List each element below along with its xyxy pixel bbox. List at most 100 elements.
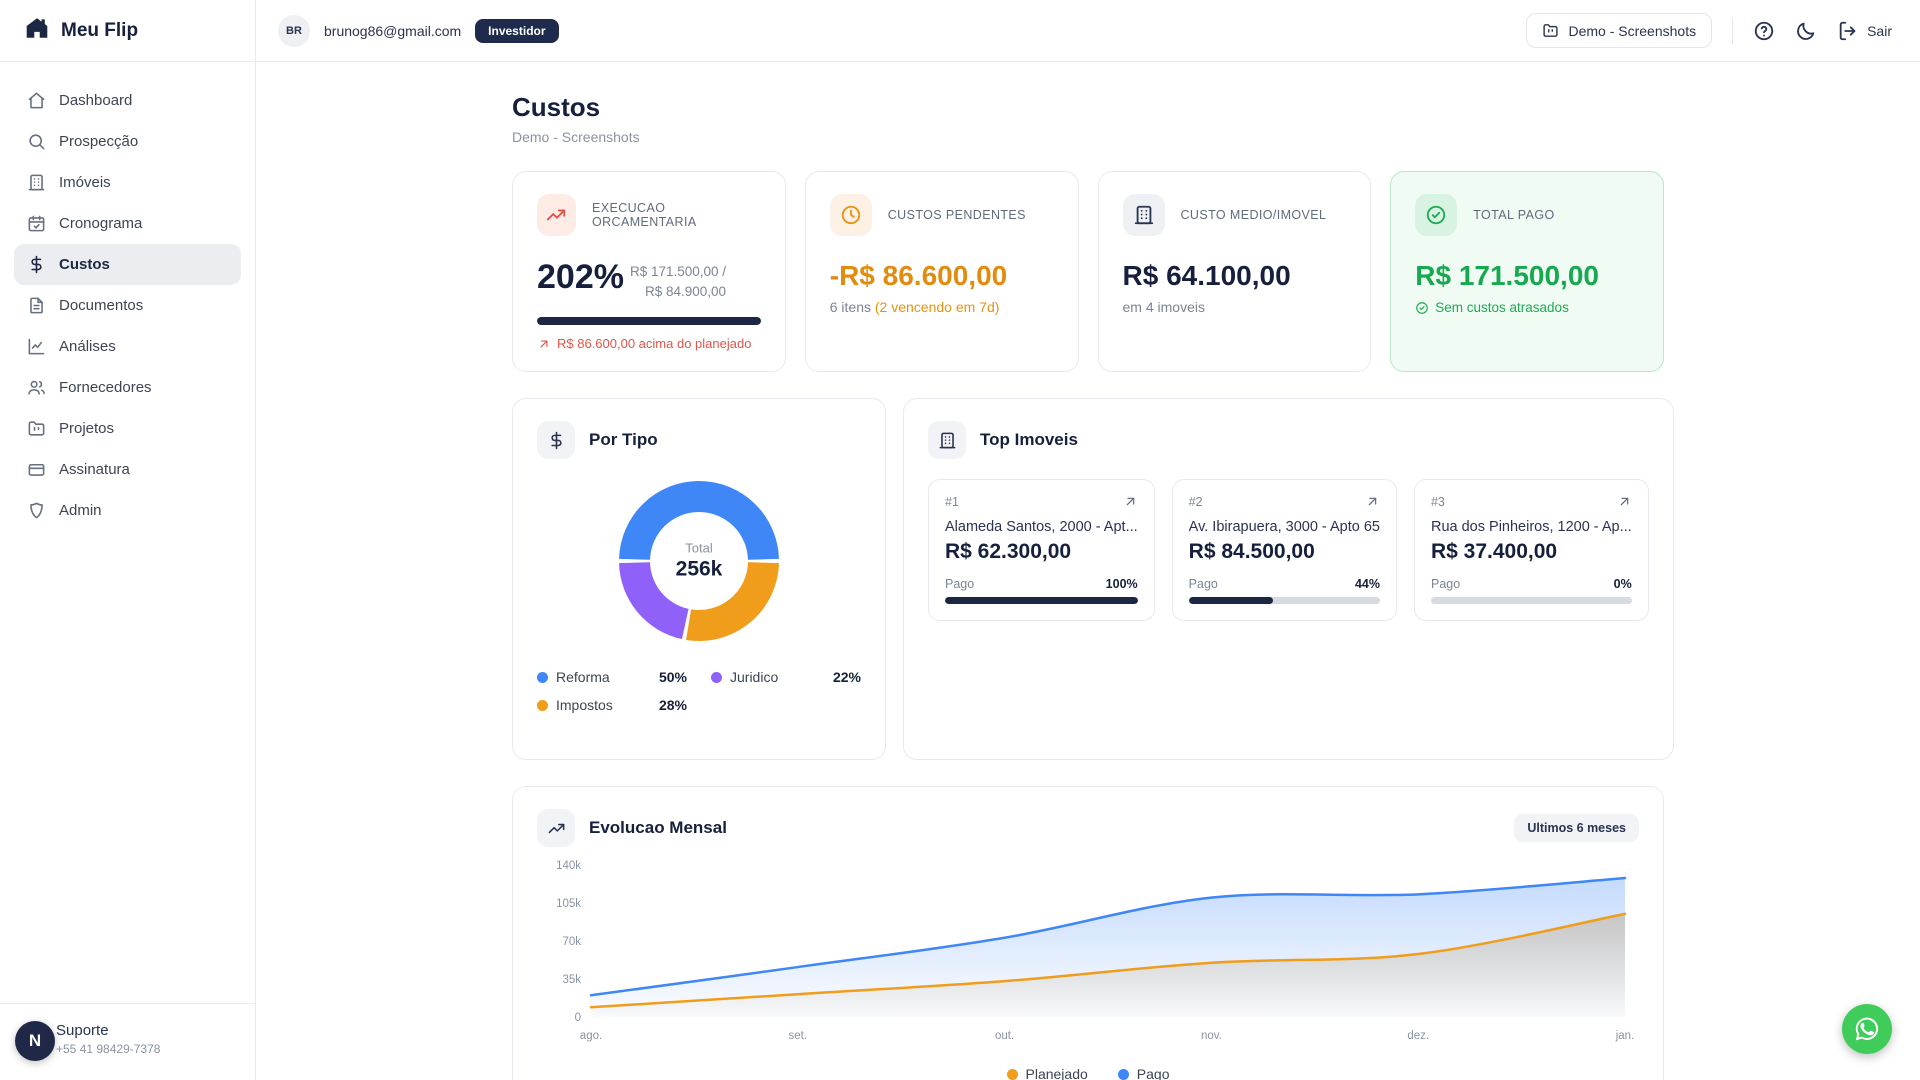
credit-card-icon [28,463,45,476]
sidebar-item-projetos[interactable]: Projetos [14,408,241,449]
widget-launcher-button[interactable]: N [15,1021,55,1061]
sidebar-item-cronograma[interactable]: Cronograma [14,203,241,244]
stat-card-custo-medio: CUSTO MEDIO/IMOVEL R$ 64.100,00 em 4 imo… [1097,171,1372,373]
sidebar-item-label: Fornecedores [59,379,152,396]
property-address: Av. Ibirapuera, 3000 - Apto 65 [1188,519,1380,536]
sidebar-item-label: Assinatura [59,461,130,478]
clock-icon [829,194,872,236]
sidebar-item-documentos[interactable]: Documentos [14,285,241,326]
property-address: Rua dos Pinheiros, 1200 - Ap... [1430,519,1632,536]
stat-label: EXECUCAO ORCAMENTARIA [591,201,697,229]
stat-label: CUSTO MEDIO/IMOVEL [1180,208,1327,222]
donut-legend: Reforma 50% Juridico 22% Impostos [537,669,861,713]
sidebar-item-label: Admin [59,502,102,519]
svg-text:out.: out. [995,1030,1014,1042]
sidebar-item-admin[interactable]: Admin [14,490,241,531]
stat-card-total-pago: TOTAL PAGO R$ 171.500,00 Sem custos atra… [1390,171,1664,373]
svg-text:0: 0 [575,1012,581,1024]
stat-value: R$ 64.100,00 [1122,260,1291,291]
sidebar-support[interactable]: Suporte +55 41 98429-7378 [0,1003,255,1080]
stat-value: 202% [537,258,624,296]
topbar-divider [1732,17,1734,44]
legend-dot [711,671,722,683]
property-paid-row: Pago 100% [945,577,1138,592]
arrow-up-right-icon [540,340,548,348]
svg-text:140k: 140k [556,860,581,872]
paid-progress-fill [1188,597,1273,605]
sidebar-item-fornecedores[interactable]: Fornecedores [14,367,241,408]
arrow-up-right-icon[interactable] [1365,494,1380,509]
page-subtitle: Demo - Screenshots [512,129,640,145]
home-logo-icon [24,15,50,46]
building-icon [928,421,966,460]
help-circle-icon [1754,21,1774,40]
search-icon [29,134,45,150]
dollar-icon [537,421,575,460]
sidebar-item-dashboard[interactable]: Dashboard [14,80,241,121]
property-rank: #1 [945,494,959,509]
help-button[interactable] [1753,20,1775,42]
users-icon [28,380,45,395]
property-paid-row: Pago 44% [1188,577,1380,592]
whatsapp-button[interactable] [1842,1004,1892,1054]
sidebar: Meu Flip Dashboard Prospecção Imóveis Cr… [0,0,256,1080]
sidebar-item-assinatura[interactable]: Assinatura [14,449,241,490]
property-card-1[interactable]: #1 Alameda Santos, 2000 - Apt... R$ 62.3… [928,479,1155,622]
folder-icon [1543,24,1559,37]
legend-item-reforma: Reforma 50% [537,669,687,685]
sidebar-item-label: Custos [59,256,110,273]
sidebar-item-label: Imóveis [59,174,111,191]
stat-detail: 6 itens (2 vencendo em 7d) [829,299,1000,315]
evolucao-mensal-panel: Evolucao Mensal Ultimos 6 meses 0 35k 70k 1… [512,786,1664,1080]
project-name: Demo - Screenshots [1568,22,1697,39]
svg-text:jan.: jan. [1615,1030,1635,1042]
page-content: Custos Demo - Screenshots EXECUCAO ORCAM… [256,62,1920,1080]
signout-button[interactable]: Sair [1837,20,1892,42]
sidebar-item-label: Projetos [59,420,115,437]
arrow-up-right-icon[interactable] [1617,494,1632,509]
svg-text:set.: set. [789,1030,808,1042]
sidebar-item-prospeccao[interactable]: Prospecção [14,121,241,162]
svg-text:35k: 35k [562,974,581,986]
trending-up-icon [537,809,575,848]
budget-progressbar [537,317,761,326]
property-value: R$ 62.300,00 [945,540,1072,564]
stat-label: TOTAL PAGO [1473,208,1555,222]
panel-title: Por Tipo [589,430,658,450]
brand-logo-row[interactable]: Meu Flip [0,0,255,62]
sidebar-item-imoveis[interactable]: Imóveis [14,162,241,203]
paid-progress-fill [945,597,1138,605]
legend-item-impostos: Impostos 28% [537,697,687,713]
legend-dot [537,699,548,711]
sidebar-item-label: Análises [59,338,116,355]
project-selector-button[interactable]: Demo - Screenshots [1526,13,1713,48]
folder-icon [28,421,45,436]
top-imoveis-panel: Top Imoveis #1 Alameda Santos, 2000 - Ap… [903,398,1674,761]
calendar-check-icon [28,215,45,232]
property-paid-row: Pago 0% [1430,577,1632,592]
stat-ratio: R$ 171.500,00 /R$ 84.900,00 [629,264,727,299]
user-email: brunog86@gmail.com [324,22,462,39]
donut-chart: Total 256k [537,475,861,647]
check-circle-icon [1416,301,1429,314]
arrow-up-right-icon[interactable] [1123,494,1138,509]
sidebar-item-analises[interactable]: Análises [14,326,241,367]
property-value: R$ 84.500,00 [1188,540,1315,564]
budget-progress-fill [537,317,761,326]
main-column: BR brunog86@gmail.com Investidor Demo - … [256,0,1920,1080]
avatar[interactable]: BR [278,14,310,47]
sidebar-nav: Dashboard Prospecção Imóveis Cronograma … [0,62,255,1003]
dark-mode-toggle[interactable] [1795,20,1817,42]
sidebar-item-custos[interactable]: Custos [14,244,241,285]
brand-name: Meu Flip [61,19,139,41]
topbar: BR brunog86@gmail.com Investidor Demo - … [256,0,1920,62]
sidebar-item-label: Prospecção [59,133,139,150]
support-title: Suporte [56,1022,109,1039]
legend-item-planejado: Planejado [1006,1066,1088,1080]
property-card-3[interactable]: #3 Rua dos Pinheiros, 1200 - Ap... R$ 37… [1413,479,1649,622]
signout-label: Sair [1867,22,1892,39]
svg-text:70k: 70k [562,936,581,948]
property-card-2[interactable]: #2 Av. Ibirapuera, 3000 - Apto 65 R$ 84.… [1171,479,1397,622]
building-icon [28,174,45,191]
property-rank: #3 [1430,494,1445,509]
